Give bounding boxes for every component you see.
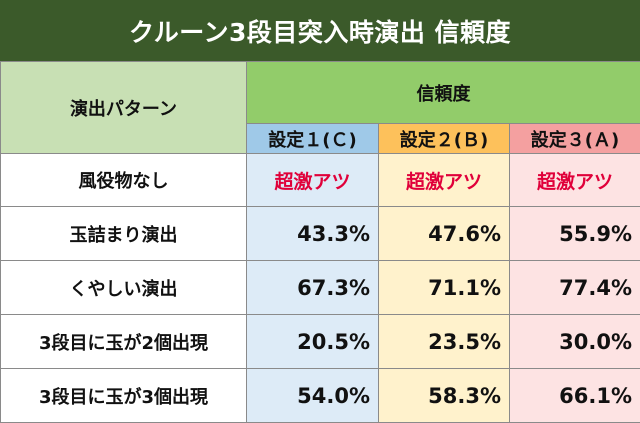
column-header-setting-2: 設定２(Ｂ) — [379, 124, 510, 154]
column-header-trust: 信頼度 — [247, 62, 640, 124]
cell-value: 67.3% — [247, 261, 379, 315]
page-title: クルーン3段目突入時演出 信頼度 — [0, 0, 640, 61]
table-row: 風役物なし 超激アツ 超激アツ 超激アツ — [1, 154, 640, 207]
cell-value: 超激アツ — [247, 154, 379, 207]
cell-value: 66.1% — [510, 369, 640, 423]
row-label: 3段目に玉が2個出現 — [1, 315, 247, 369]
cell-value: 54.0% — [247, 369, 379, 423]
cell-value: 20.5% — [247, 315, 379, 369]
cell-value: 23.5% — [379, 315, 510, 369]
table-row: 玉詰まり演出 43.3% 47.6% 55.9% — [1, 207, 640, 261]
cell-value: 77.4% — [510, 261, 640, 315]
cell-value: 58.3% — [379, 369, 510, 423]
cell-value: 超激アツ — [510, 154, 640, 207]
column-header-setting-3: 設定３(Ａ) — [510, 124, 640, 154]
table-row: くやしい演出 67.3% 71.1% 77.4% — [1, 261, 640, 315]
table-row: 3段目に玉が2個出現 20.5% 23.5% 30.0% — [1, 315, 640, 369]
row-label: 風役物なし — [1, 154, 247, 207]
column-header-setting-1: 設定１(Ｃ) — [247, 124, 379, 154]
cell-value: 71.1% — [379, 261, 510, 315]
cell-value: 30.0% — [510, 315, 640, 369]
row-label: 玉詰まり演出 — [1, 207, 247, 261]
row-label: くやしい演出 — [1, 261, 247, 315]
column-header-pattern: 演出パターン — [1, 62, 247, 154]
cell-value: 超激アツ — [379, 154, 510, 207]
reliability-table: 演出パターン 信頼度 設定１(Ｃ) 設定２(Ｂ) 設定３(Ａ) 風役物なし 超激… — [0, 61, 640, 423]
cell-value: 43.3% — [247, 207, 379, 261]
row-label: 3段目に玉が3個出現 — [1, 369, 247, 423]
table-row: 3段目に玉が3個出現 54.0% 58.3% 66.1% — [1, 369, 640, 423]
cell-value: 55.9% — [510, 207, 640, 261]
cell-value: 47.6% — [379, 207, 510, 261]
